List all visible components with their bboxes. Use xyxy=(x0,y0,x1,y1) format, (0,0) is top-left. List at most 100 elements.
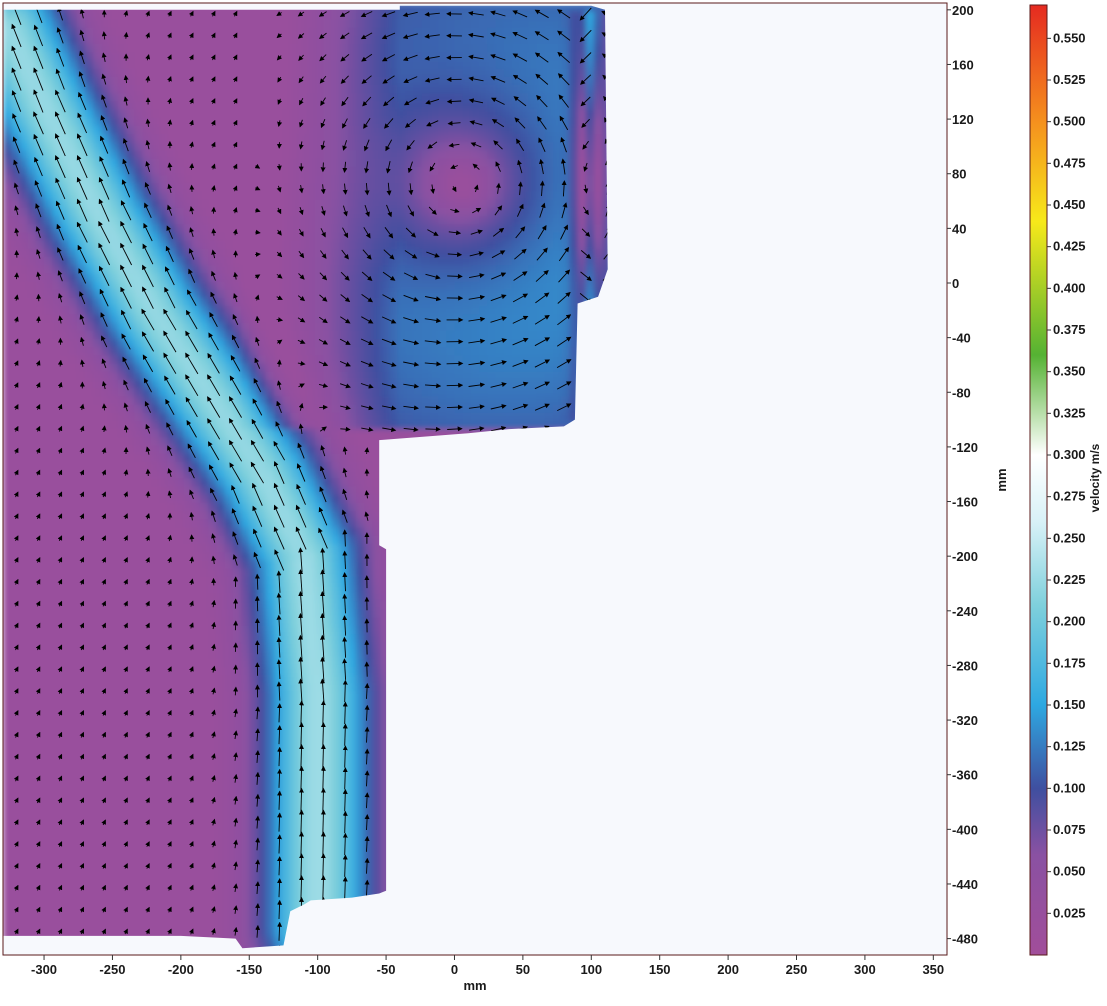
heat-cell xyxy=(339,429,349,438)
heat-cell xyxy=(265,224,275,234)
heat-cell xyxy=(413,76,423,86)
heat-cell xyxy=(183,175,193,184)
heat-cell xyxy=(347,355,357,365)
heat-cell xyxy=(429,240,439,250)
heat-cell xyxy=(265,44,275,53)
heat-cell xyxy=(85,265,94,274)
heat-cell xyxy=(487,76,497,86)
heat-cell xyxy=(397,175,406,184)
heat-cell xyxy=(60,494,70,504)
heat-cell xyxy=(470,76,480,86)
heat-cell xyxy=(257,388,267,397)
heat-cell xyxy=(68,461,78,471)
heat-cell xyxy=(479,289,488,299)
heat-cell xyxy=(183,76,193,86)
heat-cell xyxy=(150,85,160,94)
heat-cell xyxy=(76,388,86,397)
heat-cell xyxy=(167,281,176,291)
heat-cell xyxy=(200,453,209,463)
heat-cell xyxy=(462,396,472,406)
heat-cell xyxy=(44,273,53,283)
heat-cell xyxy=(52,19,62,29)
heat-cell xyxy=(446,216,456,225)
heat-cell xyxy=(150,166,160,176)
heat-cell xyxy=(282,27,291,37)
heat-cell xyxy=(364,298,373,307)
heat-cell xyxy=(273,52,283,61)
heat-cell xyxy=(356,339,365,348)
heat-cell xyxy=(265,289,275,299)
heat-cell xyxy=(364,232,373,242)
heat-cell xyxy=(429,429,439,438)
heat-cell xyxy=(372,207,382,217)
heat-cell xyxy=(282,76,291,86)
heat-cell xyxy=(126,240,135,250)
heat-cell xyxy=(347,322,357,332)
heat-cell xyxy=(68,52,78,61)
heat-cell xyxy=(298,289,308,299)
heat-cell xyxy=(93,216,103,225)
heat-cell xyxy=(183,207,193,217)
heat-cell xyxy=(150,199,160,209)
heat-cell xyxy=(109,216,119,225)
heat-cell xyxy=(44,281,53,291)
heat-cell xyxy=(479,355,488,365)
heat-cell xyxy=(126,527,135,537)
heat-cell xyxy=(216,142,226,152)
heat-cell xyxy=(544,117,554,127)
heat-cell xyxy=(183,142,193,152)
heat-cell xyxy=(569,150,579,160)
heat-cell xyxy=(175,289,185,299)
heat-cell xyxy=(356,265,365,274)
heat-cell xyxy=(76,527,86,537)
heat-cell xyxy=(356,60,365,70)
heat-cell xyxy=(191,93,201,102)
heat-cell xyxy=(208,298,217,307)
heat-cell xyxy=(380,355,390,365)
heat-cell xyxy=(150,248,160,258)
heat-cell xyxy=(282,453,291,463)
heat-cell xyxy=(602,248,608,258)
heat-cell xyxy=(405,44,414,53)
heat-cell xyxy=(446,142,456,152)
heat-cell xyxy=(109,134,119,143)
heat-cell xyxy=(306,93,316,102)
heat-cell xyxy=(27,44,37,53)
heat-cell xyxy=(191,445,201,455)
heat-cell xyxy=(109,27,119,37)
heat-cell xyxy=(421,19,431,29)
heat-cell xyxy=(438,224,447,234)
heat-cell xyxy=(60,257,70,266)
heat-cell xyxy=(446,412,456,422)
heat-cell xyxy=(134,68,144,78)
heat-cell xyxy=(167,404,176,414)
heat-cell xyxy=(76,150,86,160)
heat-cell xyxy=(35,437,45,447)
heat-cell xyxy=(569,248,579,258)
heat-cell xyxy=(109,76,119,86)
heat-cell xyxy=(208,60,217,70)
heat-cell xyxy=(429,134,439,143)
heat-cell xyxy=(134,117,144,127)
heat-cell xyxy=(602,125,608,135)
heat-cell xyxy=(511,44,521,53)
heat-cell xyxy=(314,216,324,225)
heat-cell xyxy=(76,412,86,422)
heat-cell xyxy=(314,314,324,324)
heat-cell xyxy=(298,60,308,70)
heat-cell xyxy=(585,265,595,274)
heat-cell xyxy=(167,527,176,537)
heat-cell xyxy=(331,363,341,373)
heat-cell xyxy=(413,363,423,373)
heat-cell xyxy=(101,125,111,135)
heat-cell xyxy=(356,519,365,529)
heat-cell xyxy=(27,85,37,94)
heat-cell xyxy=(339,134,349,143)
heat-cell xyxy=(35,27,45,37)
heat-cell xyxy=(68,478,78,488)
heat-cell xyxy=(594,199,603,209)
heat-cell xyxy=(216,166,226,176)
heat-cell xyxy=(76,85,86,94)
heat-cell xyxy=(232,158,242,168)
heat-cell xyxy=(150,257,160,266)
